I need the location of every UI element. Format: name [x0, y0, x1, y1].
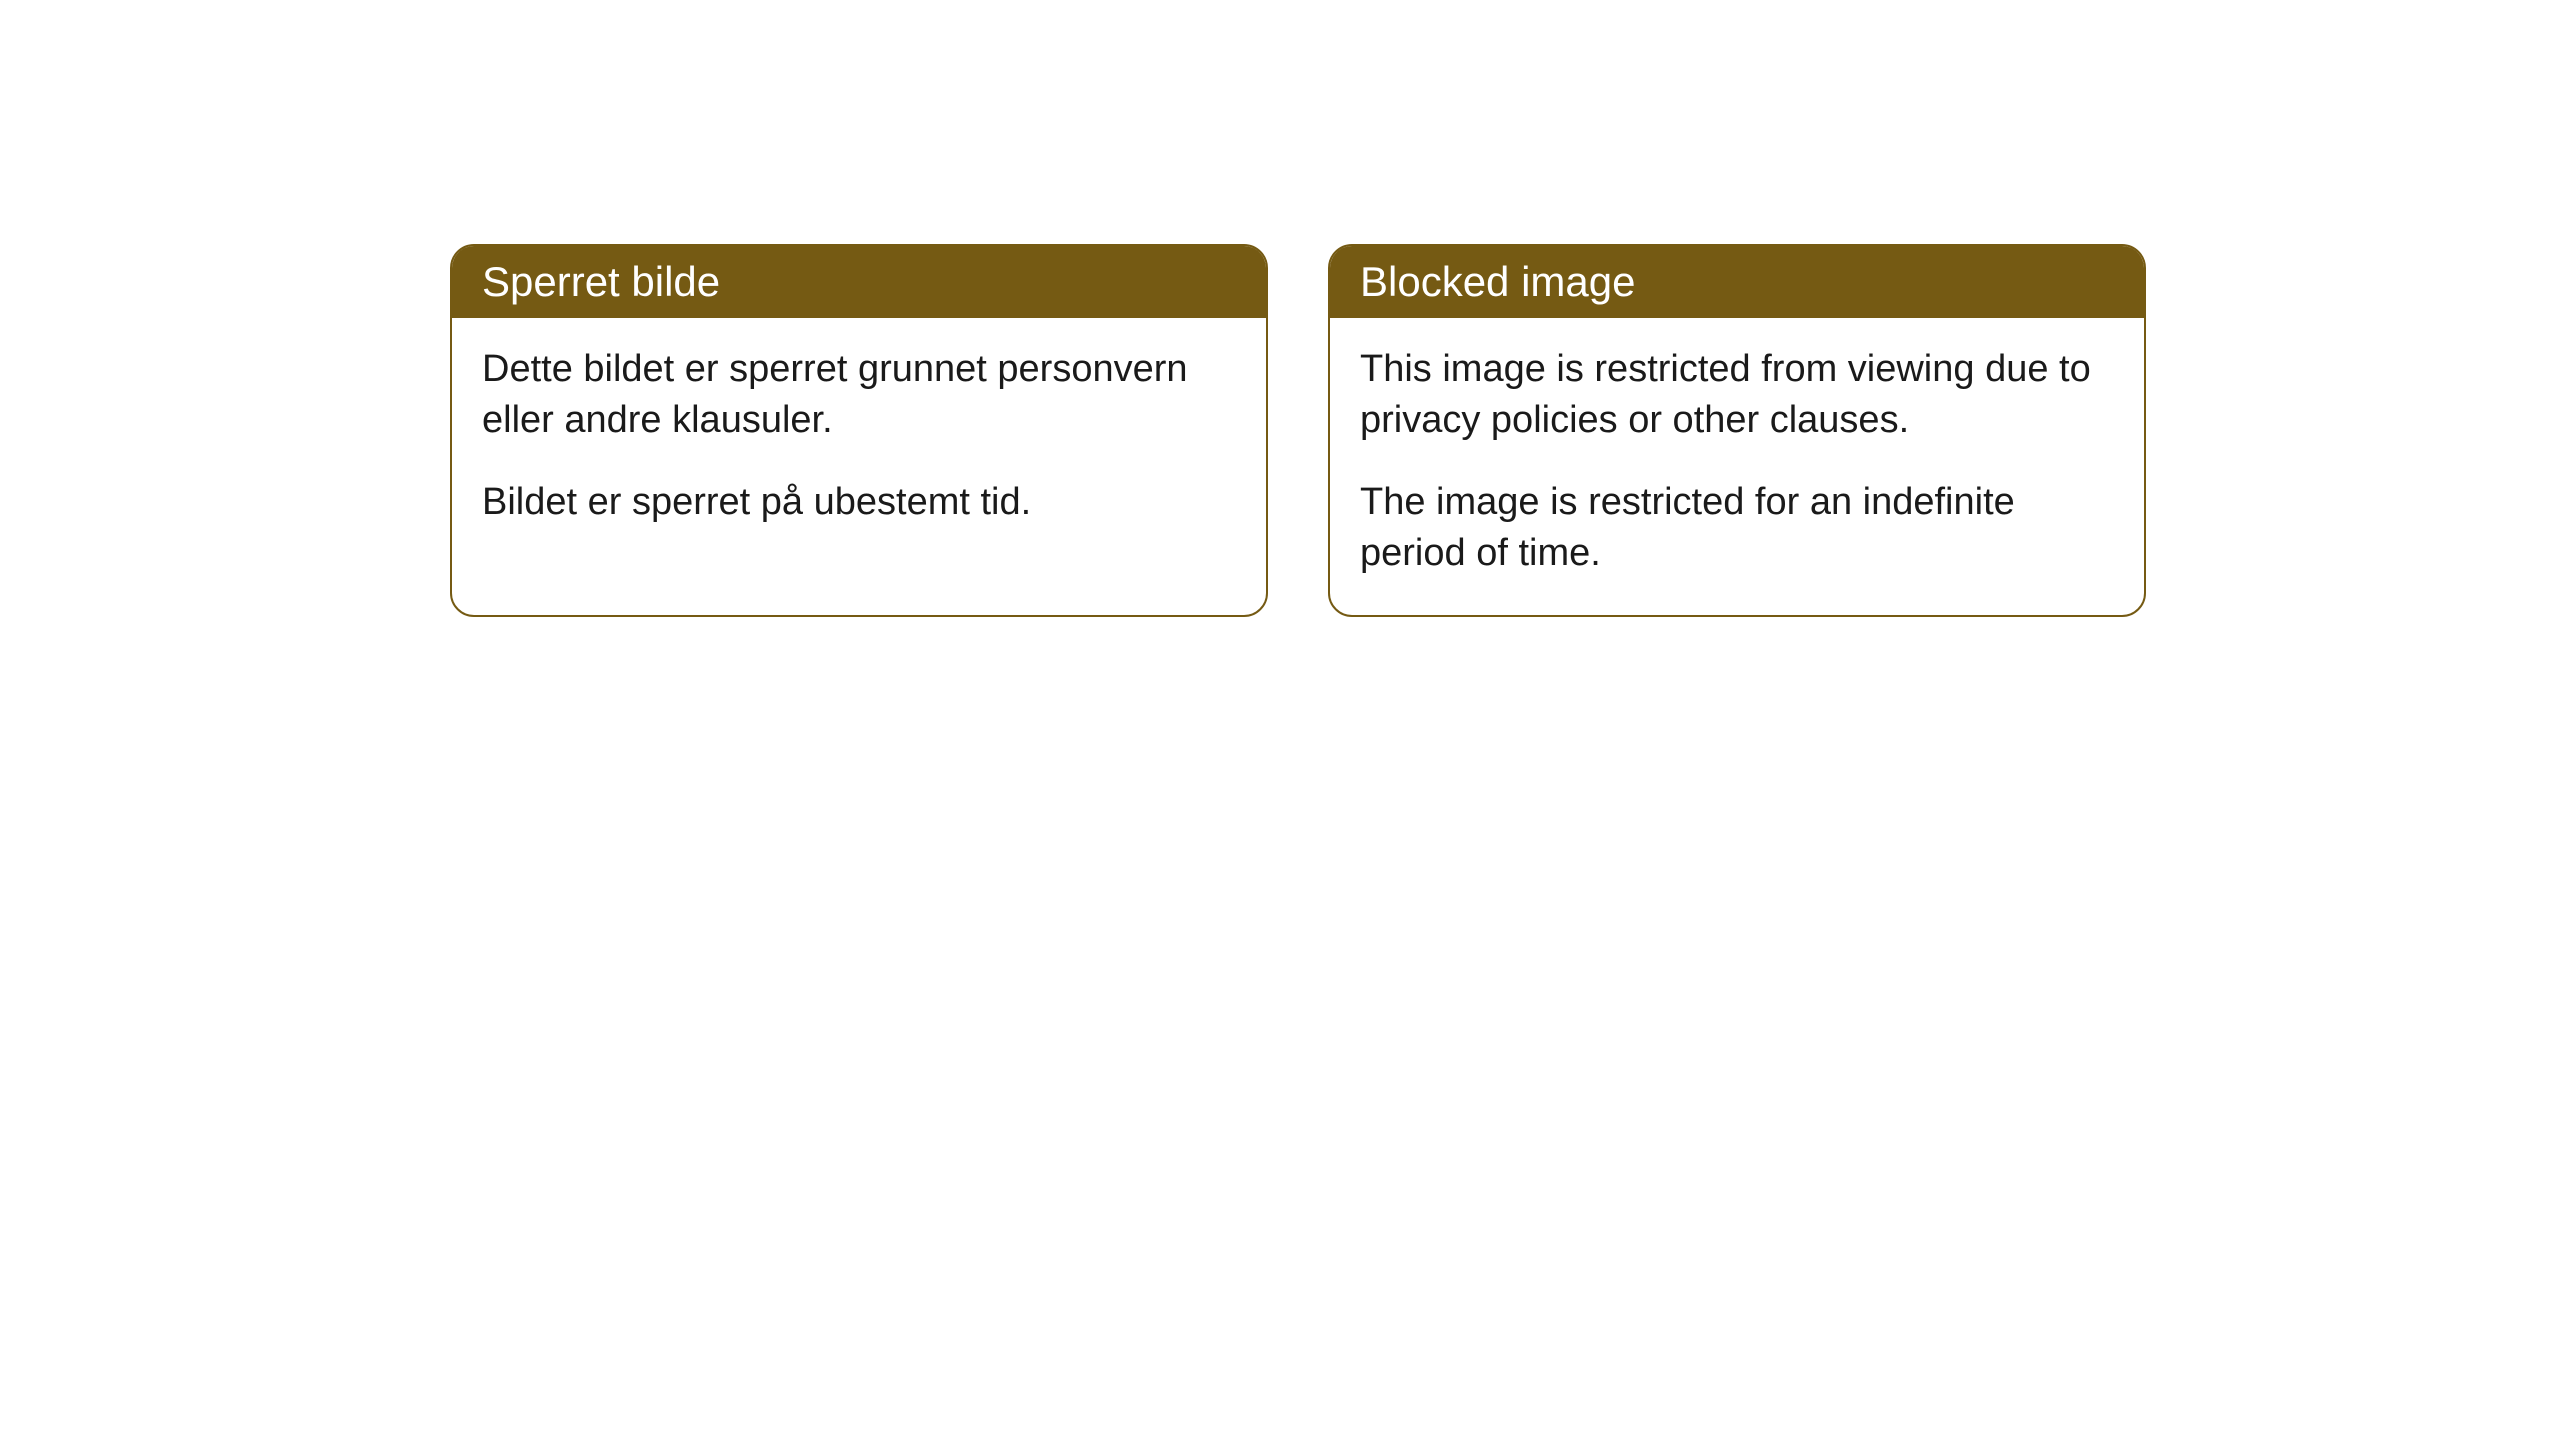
cards-container: Sperret bilde Dette bildet er sperret gr… — [450, 244, 2146, 617]
card-english: Blocked image This image is restricted f… — [1328, 244, 2146, 617]
card-header-english: Blocked image — [1330, 246, 2144, 318]
card-paragraph: This image is restricted from viewing du… — [1360, 344, 2114, 447]
card-body-norwegian: Dette bildet er sperret grunnet personve… — [452, 318, 1266, 564]
card-paragraph: The image is restricted for an indefinit… — [1360, 477, 2114, 580]
card-norwegian: Sperret bilde Dette bildet er sperret gr… — [450, 244, 1268, 617]
card-title: Sperret bilde — [482, 258, 720, 305]
card-paragraph: Dette bildet er sperret grunnet personve… — [482, 344, 1236, 447]
card-paragraph: Bildet er sperret på ubestemt tid. — [482, 477, 1236, 528]
card-title: Blocked image — [1360, 258, 1635, 305]
card-body-english: This image is restricted from viewing du… — [1330, 318, 2144, 615]
card-header-norwegian: Sperret bilde — [452, 246, 1266, 318]
